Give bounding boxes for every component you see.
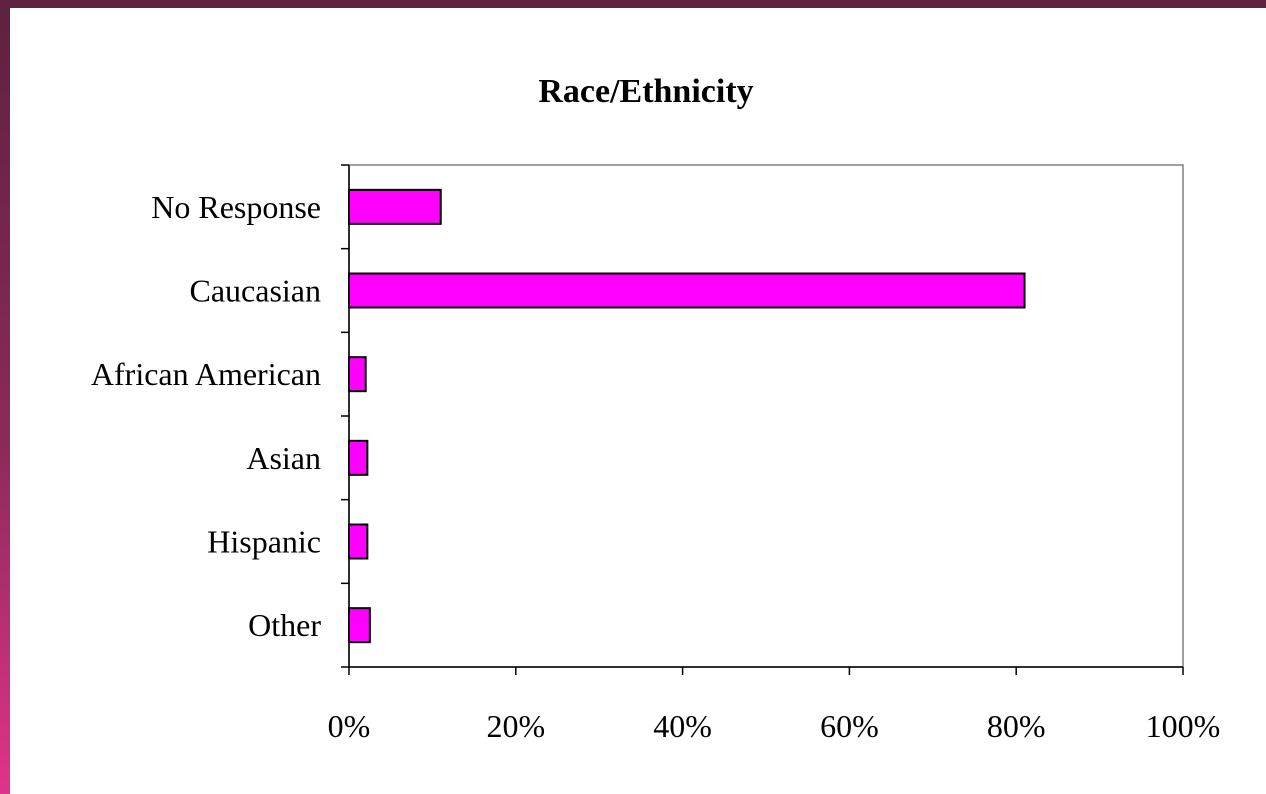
x-tick-label: 60% bbox=[820, 708, 879, 744]
bar-other bbox=[348, 607, 371, 644]
category-label: Asian bbox=[246, 440, 321, 476]
category-label: Other bbox=[248, 607, 321, 643]
category-label: African American bbox=[91, 356, 321, 392]
x-tick-label: 0% bbox=[328, 708, 371, 744]
x-tick-label: 80% bbox=[987, 708, 1046, 744]
bar-no-response bbox=[348, 188, 442, 225]
chart-title: Race/Ethnicity bbox=[538, 73, 753, 110]
bar-caucasian bbox=[348, 272, 1026, 309]
category-label: Hispanic bbox=[207, 524, 321, 560]
x-tick-label: 20% bbox=[486, 708, 545, 744]
bar-hispanic bbox=[348, 523, 369, 560]
bar-african-american bbox=[348, 356, 367, 393]
plot-area: 0% 20% 40% 60% 80% 100% No Response Caucasian Af… bbox=[91, 164, 1221, 744]
bar-chart: Race/Ethnicity 0% 20% 40% 60% 80% 100% No Resp… bbox=[91, 73, 1221, 744]
chart-canvas: Race/Ethnicity 0% 20% 40% 60% 80% 100% No Resp… bbox=[10, 8, 1266, 794]
category-label: No Response bbox=[151, 189, 321, 225]
x-tick-label: 100% bbox=[1146, 708, 1221, 744]
plot-border bbox=[348, 164, 1184, 668]
x-tick-label: 40% bbox=[653, 708, 712, 744]
bar-asian bbox=[348, 439, 369, 476]
category-label: Caucasian bbox=[190, 273, 322, 309]
